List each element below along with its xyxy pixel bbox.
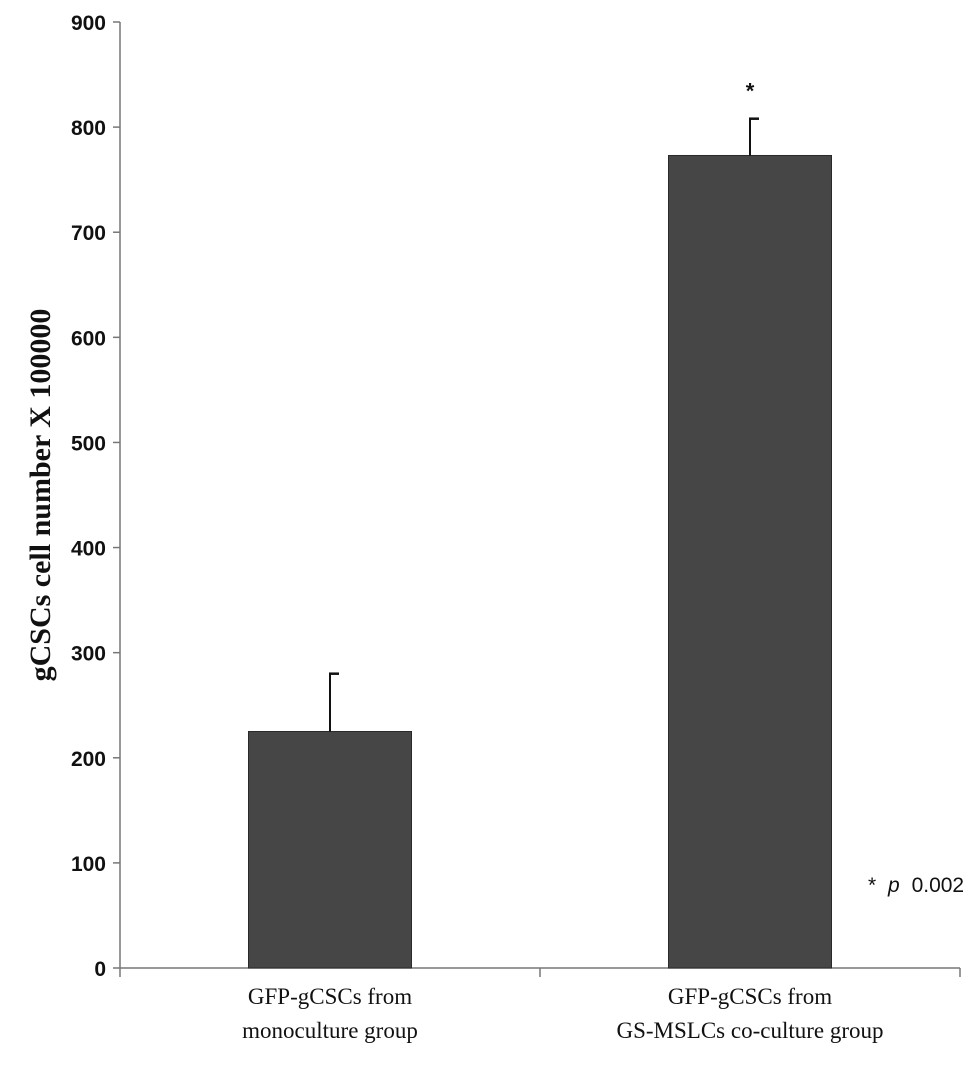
error-bars: * (329, 79, 759, 732)
significance-mark: * (746, 79, 755, 104)
y-tick-label: 100 (71, 853, 106, 876)
category-label: GFP-gCSCs from (248, 984, 412, 1009)
y-tick-label: 900 (71, 12, 106, 35)
y-tick-label: 400 (71, 538, 106, 561)
y-tick-label: 800 (71, 117, 106, 140)
p-value-star: * (868, 874, 876, 897)
category-label: monoculture group (242, 1018, 418, 1043)
y-tick-label: 600 (71, 327, 106, 350)
y-axis-title: gCSCs cell number X 100000 (24, 309, 57, 682)
bars (248, 154, 832, 969)
bar (248, 731, 412, 969)
bar (668, 154, 832, 969)
x-axis-ticks (119, 968, 961, 977)
y-tick-label: 0 (94, 958, 106, 981)
p-value-symbol: p (887, 874, 900, 897)
y-tick-label: 500 (71, 432, 106, 455)
y-tick-label: 700 (71, 222, 106, 245)
category-labels: GFP-gCSCs from monoculture group GFP-gCSCs… (242, 984, 883, 1043)
y-axis-ticks: 0 100 200 300 400 500 600 700 800 900 (71, 12, 120, 981)
category-label: GS-MSLCs co-culture group (616, 1018, 883, 1043)
category-label: GFP-gCSCs from (668, 984, 832, 1009)
p-value-annotation: * p 0.002 (868, 874, 964, 897)
p-value-number: 0.002 (912, 874, 965, 897)
y-tick-label: 300 (71, 643, 106, 666)
y-tick-label: 200 (71, 748, 106, 771)
axes (119, 22, 960, 969)
